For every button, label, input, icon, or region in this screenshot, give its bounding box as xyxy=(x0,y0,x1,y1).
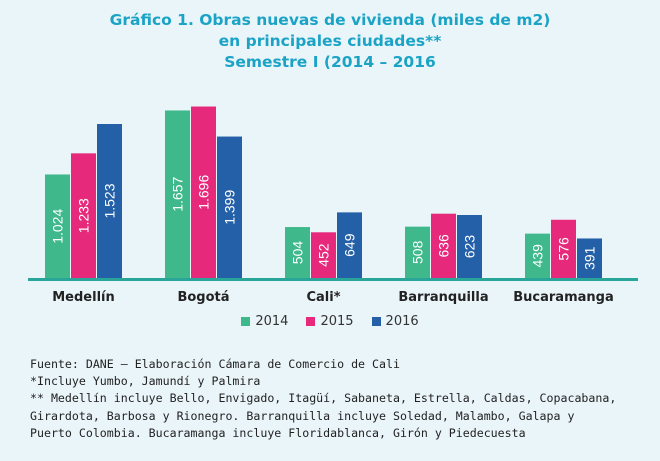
note-line-4: Girardota, Barbosa y Rionegro. Barranqui… xyxy=(30,408,575,423)
bar-medellin-2016 xyxy=(97,124,122,278)
data-label-cali-2016: 649 xyxy=(342,233,358,257)
data-label-medellin-2014: 1.024 xyxy=(50,209,66,244)
data-label-bucaramanga-2015: 576 xyxy=(556,237,572,261)
bar-barranquilla-2015 xyxy=(431,213,456,278)
legend-label-2014: 2014 xyxy=(255,314,289,329)
legend-label-2015: 2015 xyxy=(320,314,354,329)
title-line-3: Semestre I (2014 – 2016 xyxy=(224,53,436,71)
bar-cali-2014 xyxy=(285,227,310,278)
bar-barranquilla-2014 xyxy=(405,226,430,278)
legend-swatch-2014 xyxy=(241,317,251,326)
bar-chart: 1.024 1.233 1.523 Medellín 1.657 1.696 1.399 Bo… xyxy=(28,106,638,305)
chart-title: Gráfico 1. Obras nuevas de vivienda (mil… xyxy=(0,10,660,73)
chart-legend: 2014 2015 2016 xyxy=(0,314,660,329)
data-label-bogota-2014: 1.657 xyxy=(170,177,186,212)
legend-item-2015: 2015 xyxy=(306,314,354,329)
x-axis-line xyxy=(28,278,638,281)
bar-bogota-2016 xyxy=(217,136,242,278)
category-label-cali: Cali* xyxy=(306,290,340,305)
data-label-barranquilla-2014: 508 xyxy=(410,240,426,264)
category-label-medellin: Medellín xyxy=(52,290,115,305)
note-line-2: *Incluye Yumbo, Jamundí y Palmira xyxy=(30,374,261,389)
title-line-1: Gráfico 1. Obras nuevas de vivienda (mil… xyxy=(109,11,551,29)
data-label-barranquilla-2015: 636 xyxy=(436,234,452,258)
note-line-1: Fuente: DANE – Elaboración Cámara de Com… xyxy=(30,357,400,371)
note-line-3: ** Medellín incluye Bello, Envigado, Ita… xyxy=(30,391,617,406)
data-label-bucaramanga-2014: 439 xyxy=(530,244,546,268)
category-label-bucaramanga: Bucaramanga xyxy=(513,290,613,305)
title-line-2: en principales ciudades** xyxy=(218,32,442,50)
bar-bogota-2015 xyxy=(191,106,216,278)
bar-bucaramanga-2015 xyxy=(551,219,576,278)
bar-cali-2015 xyxy=(311,232,336,278)
bar-cali-2016 xyxy=(337,212,362,278)
bar-medellin-2014 xyxy=(45,174,70,278)
bar-medellin-2015 xyxy=(71,153,96,278)
legend-swatch-2016 xyxy=(371,317,381,326)
bar-bucaramanga-2014 xyxy=(525,233,550,278)
data-label-barranquilla-2016: 623 xyxy=(462,235,478,259)
source-notes: Fuente: DANE – Elaboración Cámara de Com… xyxy=(30,356,650,442)
data-label-bogota-2015: 1.696 xyxy=(196,175,212,210)
data-label-cali-2015: 452 xyxy=(316,243,332,267)
bar-bucaramanga-2016 xyxy=(577,238,602,278)
data-label-medellin-2016: 1.523 xyxy=(102,183,118,218)
category-label-bogota: Bogotá xyxy=(177,290,229,305)
category-label-barranquilla: Barranquilla xyxy=(398,290,488,305)
data-label-medellin-2015: 1.233 xyxy=(76,198,92,233)
note-line-5: Puerto Colombia. Bucaramanga incluye Flo… xyxy=(30,425,526,440)
data-label-bucaramanga-2016: 391 xyxy=(582,246,598,270)
data-label-cali-2014: 504 xyxy=(290,241,306,265)
bar-bogota-2014 xyxy=(165,110,190,278)
legend-label-2016: 2016 xyxy=(385,314,419,329)
bar-barranquilla-2016 xyxy=(457,215,482,278)
legend-item-2016: 2016 xyxy=(371,314,419,329)
legend-swatch-2015 xyxy=(306,317,316,326)
legend-item-2014: 2014 xyxy=(241,314,288,329)
data-label-bogota-2016: 1.399 xyxy=(222,190,238,225)
